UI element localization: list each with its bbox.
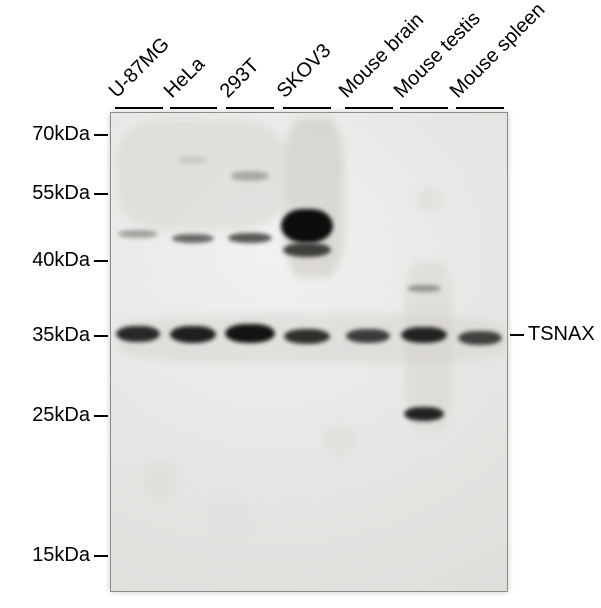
blot-membrane [110, 112, 508, 592]
blot-band [346, 329, 390, 343]
blot-noise [324, 424, 356, 456]
blot-band [231, 171, 269, 181]
target-tick [510, 334, 524, 336]
mw-tick [94, 555, 108, 557]
mw-label: 70kDa [32, 123, 90, 146]
lane-underline [115, 107, 163, 109]
mw-tick [94, 134, 108, 136]
lane-underline [456, 107, 504, 109]
blot-band [283, 243, 331, 257]
blot-band [118, 230, 158, 238]
blot-band [458, 331, 502, 345]
blot-band [116, 326, 160, 342]
mw-tick [94, 415, 108, 417]
lane-underline [345, 107, 393, 109]
blot-band [404, 407, 444, 421]
western-blot-figure: U-87MGHeLa293TSKOV3Mouse brainMouse test… [0, 0, 601, 608]
blot-band [170, 326, 216, 343]
blot-band [178, 157, 208, 163]
blot-band [228, 233, 272, 243]
lane-label: 293T [216, 54, 265, 103]
mw-label: 35kDa [32, 324, 90, 347]
mw-tick [94, 260, 108, 262]
lane-label: HeLa [160, 53, 210, 103]
blot-band [225, 324, 275, 343]
lane-label: SKOV3 [273, 40, 336, 103]
target-label: TSNAX [528, 323, 595, 346]
lane-underline [283, 107, 331, 109]
lane-label: U-87MG [105, 33, 175, 103]
blot-band [284, 329, 330, 344]
blot-band [281, 209, 333, 243]
blot-noise [208, 498, 252, 542]
mw-label: 55kDa [32, 182, 90, 205]
mw-tick [94, 193, 108, 195]
blot-band [172, 234, 214, 243]
blot-noise [416, 186, 444, 214]
lane-underline [226, 107, 274, 109]
mw-label: 15kDa [32, 544, 90, 567]
lane-underline [170, 107, 217, 109]
mw-label: 25kDa [32, 404, 90, 427]
mw-tick [94, 335, 108, 337]
blot-band [407, 285, 441, 292]
lane-underline [400, 107, 448, 109]
blot-noise [142, 462, 178, 498]
blot-band [401, 327, 447, 343]
mw-label: 40kDa [32, 249, 90, 272]
